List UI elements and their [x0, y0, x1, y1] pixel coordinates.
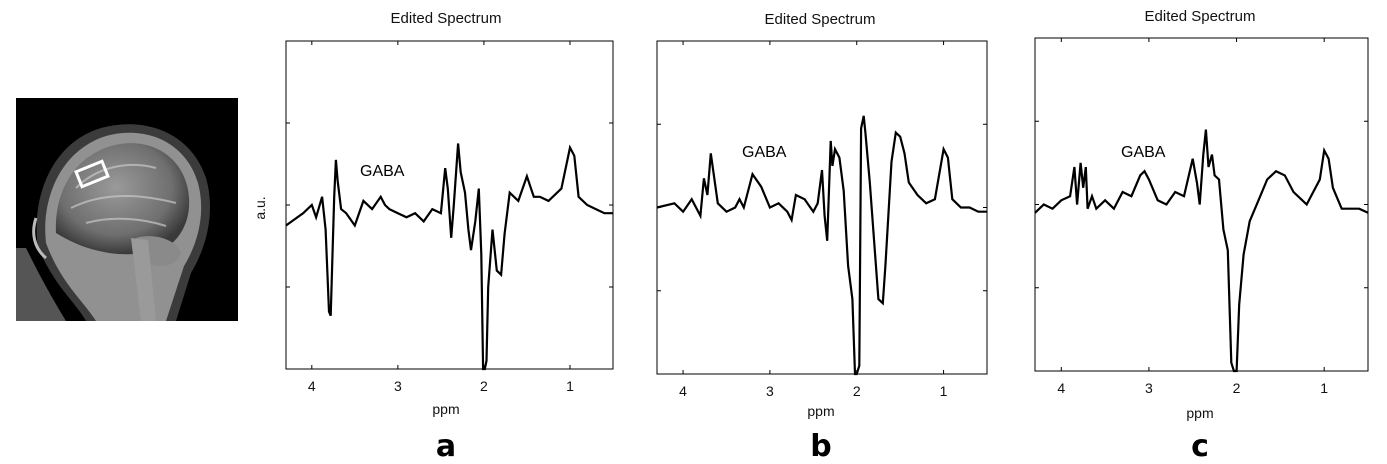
y-axis-label: a.u.	[252, 196, 268, 219]
spectrum-chart-b: Edited Spectrum 4 3 2 1 ppm GABA b	[656, 11, 988, 464]
x-tick-labels: 4 3 2 1	[1057, 380, 1328, 396]
mri-head-picture	[16, 98, 238, 321]
x-axis-label: ppm	[807, 403, 834, 419]
panel-label: c	[1191, 429, 1209, 464]
tick-marks	[1035, 38, 1368, 371]
spectrum-chart-c: Edited Spectrum 4 3 2 1 ppm GABA c	[1034, 8, 1369, 464]
x-tick-label: 1	[1320, 380, 1328, 396]
x-tick-label: 2	[480, 378, 488, 394]
spectrum-series-line	[285, 143, 613, 371]
spectrum-panel-b: Edited Spectrum 4 3 2 1 ppm GABA b	[620, 0, 990, 464]
gaba-annotation: GABA	[742, 144, 787, 161]
x-tick-label: 3	[1145, 380, 1153, 396]
x-tick-label: 2	[853, 383, 861, 399]
x-axis-label: ppm	[1186, 405, 1213, 421]
plot-frame	[656, 40, 988, 375]
x-tick-label: 1	[940, 383, 948, 399]
x-tick-label: 4	[1057, 380, 1065, 396]
tick-marks	[657, 41, 987, 374]
gaba-annotation: GABA	[360, 163, 405, 180]
spectrum-panel-a: Edited Spectrum a.u. 4 3 2 1 ppm GABA a	[250, 0, 620, 464]
x-tick-label: 1	[566, 378, 574, 394]
x-tick-labels: 4 3 2 1	[679, 383, 948, 399]
spectrum-panel-c: Edited Spectrum 4 3 2 1 ppm GABA c	[999, 0, 1374, 464]
plot-frame	[1034, 37, 1369, 372]
x-tick-label: 4	[308, 378, 316, 394]
x-tick-label: 3	[766, 383, 774, 399]
spectrum-series-line	[656, 115, 987, 376]
x-axis-label: ppm	[432, 401, 459, 417]
x-tick-label: 3	[394, 378, 402, 394]
spectrum-chart-a: Edited Spectrum a.u. 4 3 2 1 ppm GABA a	[252, 10, 614, 464]
x-tick-label: 4	[679, 383, 687, 399]
x-tick-labels: 4 3 2 1	[308, 378, 574, 394]
x-tick-label: 2	[1233, 380, 1241, 396]
chart-title: Edited Spectrum	[765, 11, 876, 28]
gaba-annotation: GABA	[1121, 144, 1166, 161]
spectrum-series-line	[1034, 129, 1369, 373]
panel-label: a	[436, 429, 456, 464]
chart-title: Edited Spectrum	[391, 10, 502, 27]
chart-title: Edited Spectrum	[1145, 8, 1256, 25]
mri-sagittal-image	[16, 98, 238, 321]
panel-label: b	[810, 429, 831, 464]
